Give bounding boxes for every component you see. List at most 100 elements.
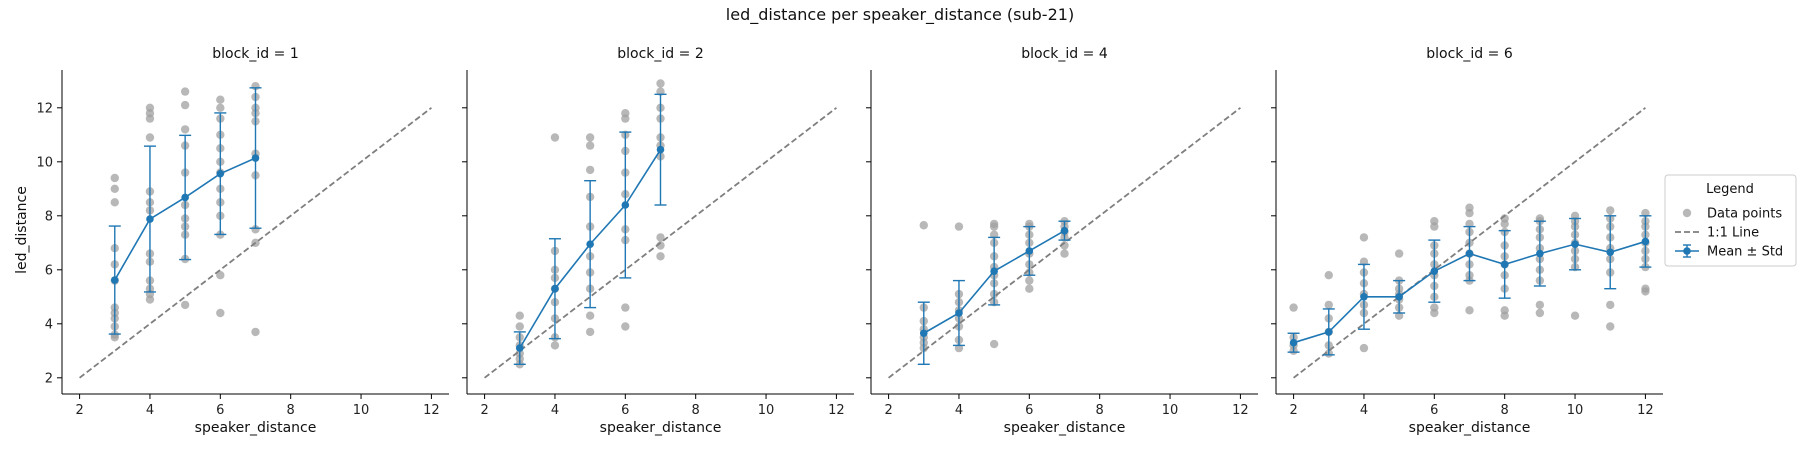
panel-title: block_id = 1 (212, 46, 298, 62)
mean-marker (1324, 328, 1333, 336)
data-point (1060, 249, 1069, 258)
panel-title: block_id = 2 (617, 46, 703, 62)
mean-marker (515, 344, 524, 352)
x-tick-label: 10 (1162, 403, 1179, 418)
data-point (251, 327, 260, 337)
data-point (954, 222, 964, 231)
y-tick-label: 6 (45, 263, 53, 278)
x-tick-label: 2 (480, 403, 488, 418)
data-point (1500, 219, 1509, 229)
mean-marker (1606, 248, 1615, 257)
x-tick-label: 4 (1360, 403, 1368, 418)
data-point (216, 103, 225, 113)
mean-marker (1571, 240, 1579, 248)
data-point (585, 133, 595, 142)
data-point (145, 133, 155, 142)
data-point (216, 271, 225, 280)
x-tick-label: 8 (287, 403, 295, 418)
mean-marker (1395, 293, 1403, 301)
panel-title: block_id = 4 (1021, 46, 1108, 62)
x-axis-label: speaker_distance (1004, 420, 1126, 436)
x-tick-label: 6 (216, 403, 224, 418)
data-point (1324, 300, 1333, 310)
mean-marker (146, 215, 154, 223)
x-tick-label: 2 (1289, 403, 1297, 418)
data-point (251, 225, 260, 234)
x-tick-label: 8 (1501, 403, 1509, 418)
mean-marker (1641, 237, 1650, 246)
data-point (180, 100, 190, 110)
data-point (989, 222, 999, 231)
data-point (110, 333, 119, 342)
data-point (180, 87, 190, 96)
data-point (1430, 222, 1439, 231)
x-tick-label: 8 (1096, 403, 1104, 418)
x-tick-label: 12 (828, 403, 845, 418)
identity-line (888, 107, 1241, 379)
legend: Legend Data points 1:1 Line Mean ± Std (1664, 174, 1797, 267)
y-tick-label: 12 (36, 101, 53, 116)
data-point (145, 295, 155, 304)
x-tick-label: 6 (1430, 403, 1438, 418)
mean-marker (1360, 293, 1368, 301)
y-tick-label: 10 (36, 155, 53, 170)
x-tick-label: 2 (75, 403, 83, 418)
data-point (585, 165, 595, 175)
data-point (1394, 249, 1404, 258)
x-tick-label: 6 (621, 403, 629, 418)
data-point (550, 341, 560, 350)
data-point (180, 300, 190, 310)
data-point (110, 184, 119, 193)
mean-marker (251, 154, 260, 162)
mean-marker (656, 145, 665, 154)
mean-marker (1536, 249, 1544, 258)
data-point (1359, 233, 1369, 242)
mean-series (1287, 215, 1652, 356)
data-point (1606, 300, 1615, 310)
mean-marker (1500, 260, 1509, 269)
data-point (1535, 308, 1545, 318)
legend-entry-identity: 1:1 Line (1707, 226, 1759, 241)
x-tick-label: 4 (146, 403, 154, 418)
legend-marker-mean-dot (1683, 247, 1691, 255)
data-point (1025, 276, 1034, 285)
x-axis-label: speaker_distance (195, 420, 317, 436)
mean-marker (1025, 247, 1034, 255)
mean-marker (955, 309, 963, 317)
data-point (989, 339, 999, 349)
data-point (656, 252, 665, 261)
x-tick-label: 4 (551, 403, 559, 418)
legend-marker-points (1682, 208, 1692, 218)
y-tick-label: 4 (45, 317, 53, 332)
data-point (1324, 271, 1333, 280)
legend-title: Legend (1706, 182, 1754, 197)
mean-marker (1430, 267, 1439, 275)
data-point (1430, 308, 1439, 318)
data-point (656, 233, 665, 242)
data-point (1606, 322, 1615, 331)
x-tick-label: 2 (884, 403, 892, 418)
x-axis-label: speaker_distance (600, 420, 722, 436)
data-point (110, 173, 119, 183)
y-tick-label: 8 (45, 209, 53, 224)
mean-series (513, 93, 667, 365)
mean-marker (990, 267, 998, 275)
data-point (1025, 284, 1034, 293)
mean-series (108, 87, 262, 335)
data-point (1359, 343, 1369, 353)
data-point (919, 221, 928, 230)
mean-marker (919, 329, 928, 338)
figure-title: led_distance per speaker_distance (sub-2… (726, 5, 1074, 25)
mean-marker (110, 276, 119, 284)
data-point (585, 327, 595, 337)
x-tick-label: 10 (758, 403, 775, 418)
data-point (1535, 300, 1545, 310)
data-point (585, 141, 595, 150)
mean-marker (181, 193, 189, 202)
data-point (216, 95, 225, 104)
mean-marker (551, 284, 559, 293)
data-point (1641, 287, 1650, 296)
x-tick-label: 12 (1232, 403, 1249, 418)
data-point (110, 198, 119, 207)
